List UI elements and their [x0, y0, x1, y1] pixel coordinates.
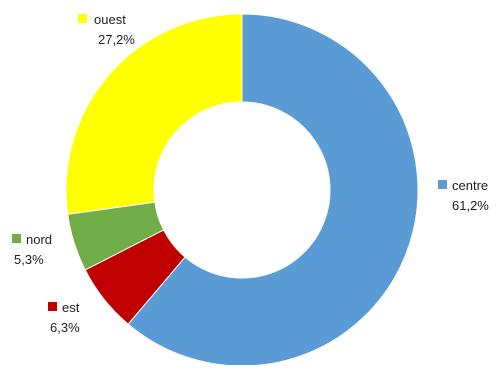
slice-value-est: 6,3% — [50, 320, 80, 335]
slice-centre — [127, 13, 419, 367]
labels-layer: centre 61,2% est 6,3% nord 5,3% ouest 27,2% — [12, 12, 489, 335]
slice-value-centre: 61,2% — [452, 198, 489, 213]
legend-swatch-ouest — [78, 14, 87, 23]
slices-layer — [65, 13, 419, 367]
slice-ouest — [65, 13, 243, 215]
slice-value-nord: 5,3% — [14, 252, 44, 267]
slice-name-ouest: ouest — [94, 12, 126, 27]
slice-name-est: est — [62, 300, 80, 315]
legend-swatch-nord — [12, 234, 21, 243]
legend-swatch-centre — [438, 180, 447, 189]
label-est: est 6,3% — [48, 300, 80, 335]
slice-name-centre: centre — [452, 178, 488, 193]
slice-name-nord: nord — [26, 232, 52, 247]
slice-value-ouest: 27,2% — [98, 32, 135, 47]
label-centre: centre 61,2% — [438, 178, 489, 213]
label-ouest: ouest 27,2% — [78, 12, 135, 47]
label-nord: nord 5,3% — [12, 232, 52, 267]
legend-swatch-est — [48, 302, 57, 311]
